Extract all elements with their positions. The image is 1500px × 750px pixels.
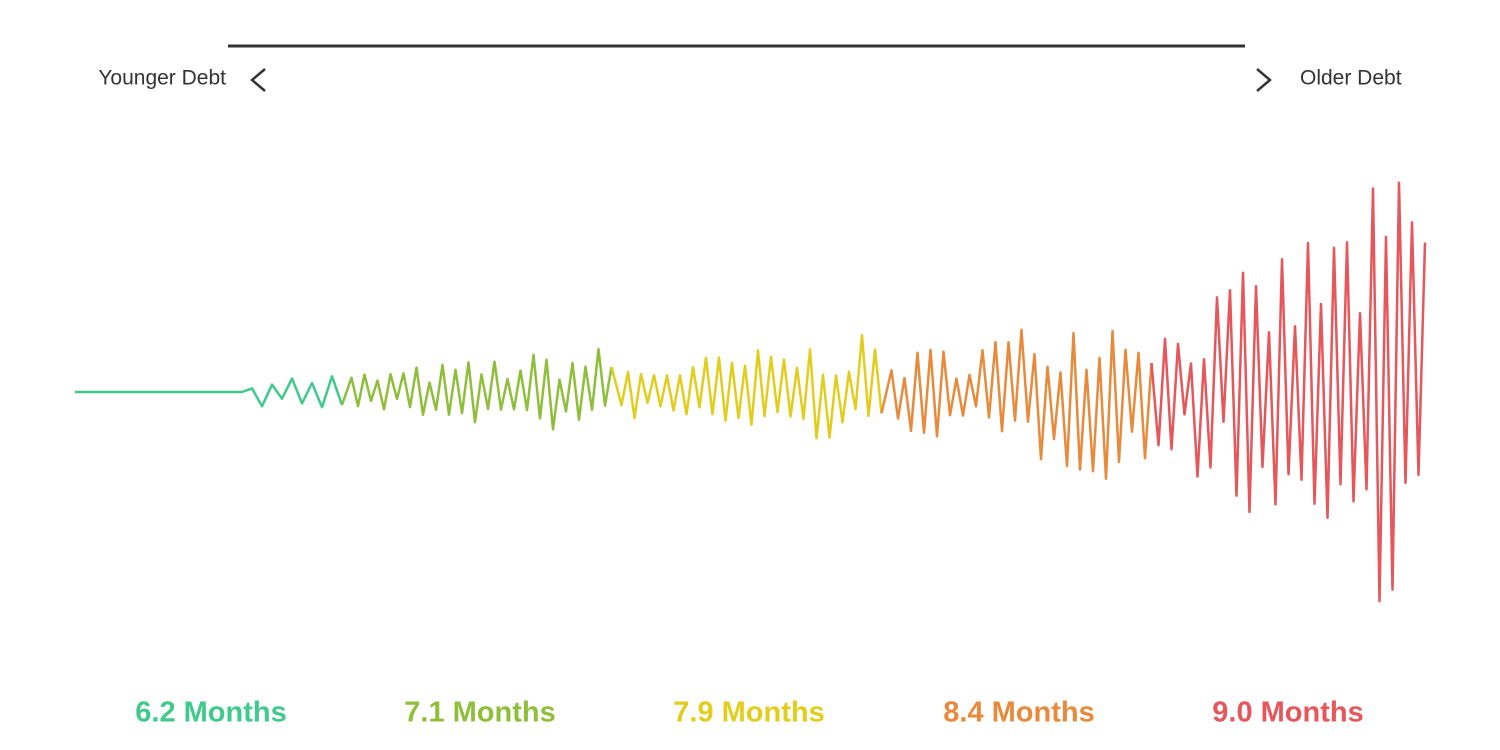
segment-label: 7.9 Months [673,697,824,729]
prev-arrow[interactable] [250,68,266,92]
wave-segment [241,375,344,409]
left-label: Younger Debt [98,67,226,90]
waveform [75,181,1427,603]
segment-label: 7.1 Months [404,697,555,729]
wave-segment [880,328,1153,480]
segment-label: 6.2 Months [135,697,286,729]
segment-label: 8.4 Months [943,697,1094,729]
next-arrow[interactable] [1256,68,1272,92]
segment-label: 9.0 Months [1212,697,1363,729]
wave-segment [610,333,883,440]
wave-segment [1150,181,1427,603]
segment-labels: 6.2 Months 7.1 Months 7.9 Months 8.4 Months… [135,697,1363,729]
right-label: Older Debt [1300,67,1402,90]
wave-segment [340,347,613,431]
